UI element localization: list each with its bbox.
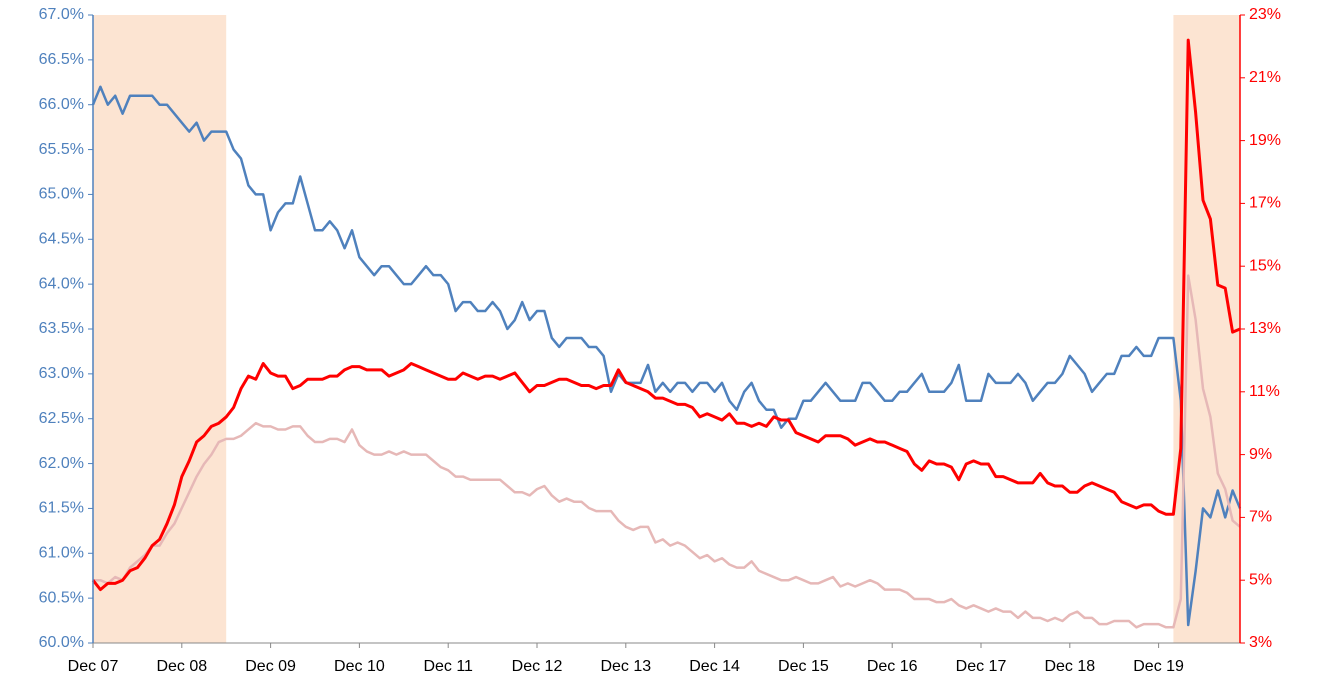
- y-tick-label: 66.0%: [39, 96, 84, 113]
- y-tick-label: 65.0%: [39, 186, 84, 203]
- series-line: [91, 38, 1241, 592]
- y2-tick-label: 21%: [1249, 69, 1281, 86]
- y-tick-label: 62.0%: [39, 455, 84, 472]
- x-tick-label: Dec 12: [512, 658, 563, 675]
- y-tick-label: 61.0%: [39, 545, 84, 562]
- y2-tick-label: 17%: [1249, 195, 1281, 212]
- y2-tick-label: 15%: [1249, 257, 1281, 274]
- y2-tick-label: 23%: [1249, 6, 1281, 23]
- x-tick-label: Dec 19: [1133, 658, 1184, 675]
- y2-tick-label: 19%: [1249, 132, 1281, 149]
- x-tick-label: Dec 11: [423, 658, 473, 675]
- y-tick-label: 60.0%: [39, 634, 84, 651]
- y-tick-label: 60.5%: [39, 589, 84, 606]
- y2-tick-label: 5%: [1249, 571, 1272, 588]
- x-tick-label: Dec 09: [245, 658, 296, 675]
- x-tick-label: Dec 16: [867, 658, 918, 675]
- recession-shade: [93, 15, 227, 643]
- y-tick-label: 66.5%: [39, 51, 84, 68]
- y2-tick-label: 13%: [1249, 320, 1281, 337]
- y-tick-label: 63.5%: [39, 320, 84, 337]
- y2-tick-label: 11%: [1249, 383, 1280, 400]
- series-line: [93, 274, 1241, 629]
- x-tick-label: Dec 08: [156, 658, 207, 675]
- y2-tick-label: 7%: [1249, 509, 1272, 526]
- x-tick-label: Dec 17: [956, 658, 1007, 675]
- x-tick-label: Dec 13: [600, 658, 651, 675]
- y-tick-label: 61.5%: [39, 500, 84, 517]
- y-tick-label: 64.5%: [39, 231, 84, 248]
- x-tick-label: Dec 14: [689, 658, 740, 675]
- x-tick-label: Dec 07: [68, 658, 119, 675]
- series-line: [91, 85, 1242, 627]
- x-tick-label: Dec 15: [778, 658, 829, 675]
- y-tick-label: 64.0%: [39, 275, 84, 292]
- y2-tick-label: 9%: [1249, 446, 1272, 463]
- y-tick-label: 65.5%: [39, 141, 84, 158]
- y-tick-label: 62.5%: [39, 410, 84, 427]
- y-tick-label: 63.0%: [39, 365, 84, 382]
- x-tick-label: Dec 18: [1044, 658, 1095, 675]
- y2-tick-label: 3%: [1249, 634, 1272, 651]
- x-tick-label: Dec 10: [334, 658, 385, 675]
- y-tick-label: 67.0%: [39, 6, 84, 23]
